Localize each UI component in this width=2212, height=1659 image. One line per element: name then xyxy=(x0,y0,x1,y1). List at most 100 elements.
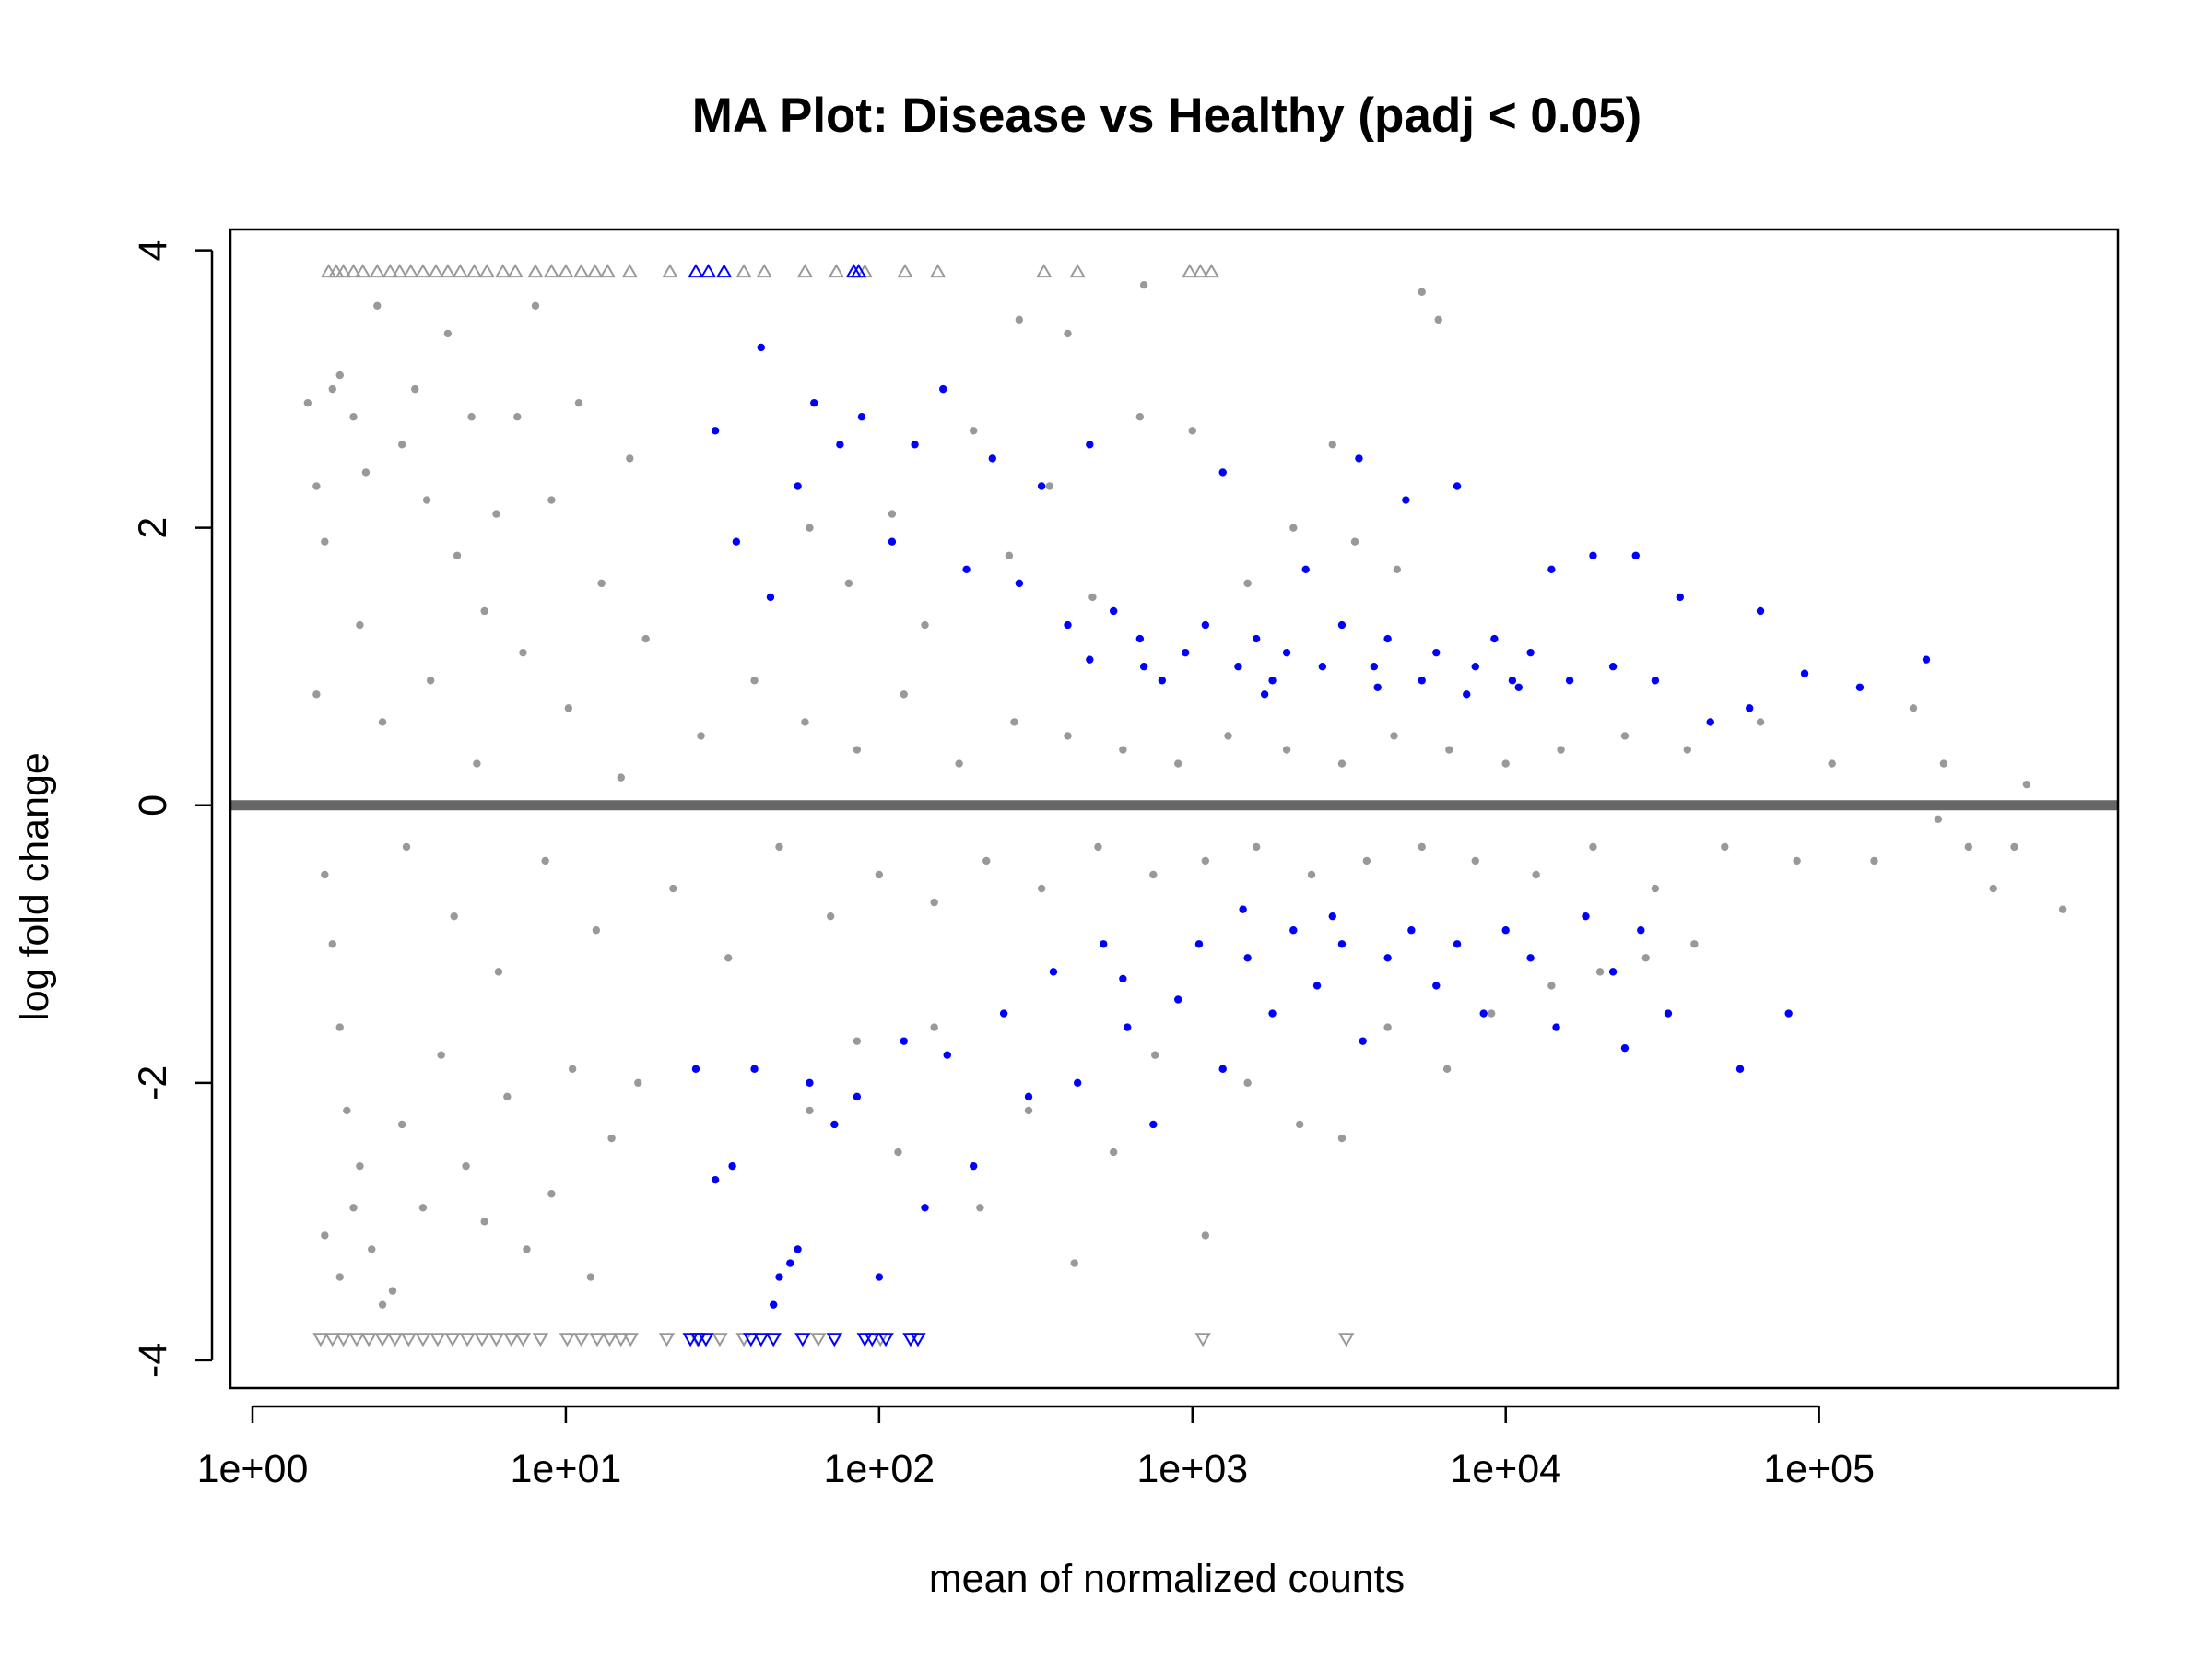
gene-point xyxy=(1532,870,1540,879)
clipped-down-marker xyxy=(743,1333,759,1347)
gene-point xyxy=(1119,746,1127,754)
significant-gene-point xyxy=(1463,690,1471,699)
significant-gene-point xyxy=(1194,940,1204,948)
significant-gene-point xyxy=(1201,620,1210,629)
gene-point xyxy=(1295,1120,1304,1129)
clipped-down-marker xyxy=(532,1333,549,1347)
clipped-down-marker xyxy=(698,1333,714,1347)
plot-frame xyxy=(229,228,2120,1390)
gene-point xyxy=(930,1023,938,1031)
significant-gene-point xyxy=(875,1273,884,1281)
significant-gene-point xyxy=(1218,1065,1227,1073)
gene-point xyxy=(349,413,358,421)
gene-point xyxy=(1010,718,1018,726)
gene-point xyxy=(844,579,853,588)
significant-gene-point xyxy=(810,398,818,407)
clipped-up-marker xyxy=(796,264,814,278)
clipped-up-marker xyxy=(402,264,419,278)
gene-point xyxy=(1620,732,1630,740)
gene-point xyxy=(955,759,963,768)
gene-point xyxy=(453,551,462,559)
clipped-up-marker xyxy=(494,264,512,278)
significant-gene-point xyxy=(1109,606,1118,616)
gene-point xyxy=(1188,427,1196,435)
clipped-up-marker xyxy=(621,264,639,278)
y-tick-label: 0 xyxy=(131,794,175,817)
gene-point xyxy=(1595,968,1605,976)
gene-point xyxy=(1793,856,1801,865)
gene-point xyxy=(321,1231,329,1240)
gene-point xyxy=(328,940,336,948)
significant-gene-point xyxy=(853,1092,862,1101)
gene-point xyxy=(2010,842,2018,852)
significant-gene-point xyxy=(1355,454,1363,463)
gene-point xyxy=(1151,1051,1159,1059)
significant-gene-point xyxy=(888,537,897,546)
significant-gene-point xyxy=(1383,954,1392,962)
gene-point xyxy=(1252,842,1261,852)
clipped-up-marker xyxy=(465,264,483,278)
clipped-down-marker xyxy=(622,1333,639,1347)
gene-point xyxy=(697,732,705,740)
clipped-up-marker xyxy=(507,264,524,278)
gene-point xyxy=(1641,954,1650,962)
y-tick-label: -2 xyxy=(131,1065,175,1100)
gene-point xyxy=(1337,1134,1347,1143)
gene-point xyxy=(1690,940,1699,948)
significant-gene-point xyxy=(1174,995,1182,1004)
gene-point xyxy=(1501,759,1510,768)
gene-point xyxy=(411,384,419,394)
gene-point xyxy=(1487,1009,1496,1018)
gene-point xyxy=(900,690,908,699)
clipped-down-marker xyxy=(601,1333,618,1347)
gene-point xyxy=(480,606,488,616)
significant-gene-point xyxy=(794,1245,802,1253)
significant-gene-point xyxy=(1756,606,1765,616)
significant-gene-point xyxy=(757,343,765,352)
gene-point xyxy=(1045,482,1053,490)
gene-point xyxy=(492,510,500,518)
gene-point xyxy=(1174,759,1182,768)
clipped-up-marker xyxy=(369,264,386,278)
gene-point xyxy=(523,1245,531,1253)
significant-gene-point xyxy=(900,1037,908,1045)
y-axis-label: log fold change xyxy=(13,752,57,1021)
significant-gene-point xyxy=(806,1078,814,1088)
significant-gene-point xyxy=(1100,940,1108,948)
clipped-down-marker xyxy=(613,1333,629,1347)
gene-point xyxy=(1471,856,1479,865)
significant-gene-point xyxy=(1735,1065,1745,1073)
gene-point xyxy=(969,427,978,435)
gene-point xyxy=(1393,565,1402,574)
significant-gene-point xyxy=(1318,662,1327,671)
significant-gene-point xyxy=(1565,677,1574,685)
clipped-down-marker xyxy=(429,1333,446,1347)
clipped-up-marker xyxy=(662,264,678,278)
significant-gene-point xyxy=(1268,1009,1277,1018)
gene-point xyxy=(462,1161,470,1171)
gene-point xyxy=(2022,780,2031,789)
clipped-down-marker xyxy=(765,1333,782,1347)
clipped-down-marker xyxy=(682,1333,699,1347)
gene-point xyxy=(597,579,606,588)
gene-point xyxy=(356,1161,364,1171)
clipped-down-marker xyxy=(810,1333,827,1347)
gene-point xyxy=(494,968,503,976)
gene-point xyxy=(1135,413,1145,421)
significant-gene-point xyxy=(1855,683,1865,691)
significant-gene-point xyxy=(1922,655,1931,664)
significant-gene-point xyxy=(750,1065,759,1073)
significant-gene-point xyxy=(1547,565,1556,574)
significant-gene-point xyxy=(1746,704,1754,712)
gene-point xyxy=(368,1245,376,1253)
significant-gene-point xyxy=(962,565,971,574)
significant-gene-point xyxy=(1037,482,1046,490)
significant-gene-point xyxy=(1508,677,1517,685)
gene-point xyxy=(1015,315,1024,324)
gene-point xyxy=(541,856,549,865)
gene-point xyxy=(335,1023,344,1031)
gene-point xyxy=(853,1037,862,1045)
clipped-up-marker xyxy=(428,264,444,278)
x-axis-label: mean of normalized counts xyxy=(929,1557,1405,1601)
gene-point xyxy=(1828,759,1836,768)
